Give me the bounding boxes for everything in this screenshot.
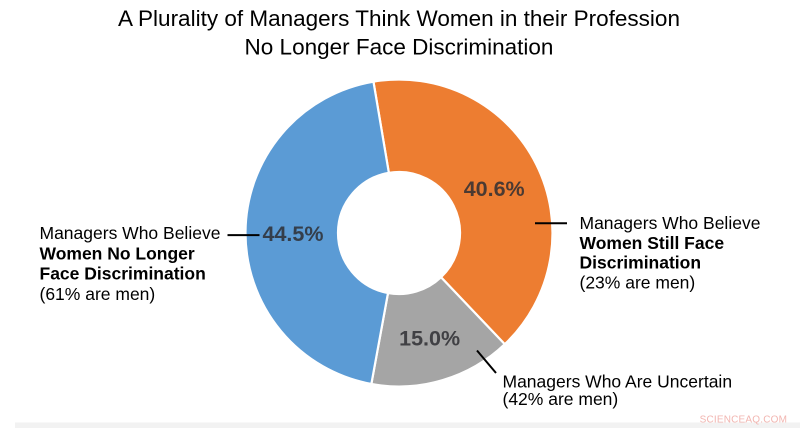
svg-text:(61% are men): (61% are men) — [40, 284, 156, 304]
svg-text:Managers Who Believe: Managers Who Believe — [580, 213, 761, 233]
svg-text:SCIENCEAQ.COM: SCIENCEAQ.COM — [700, 415, 788, 426]
svg-text:Women No Longer: Women No Longer — [40, 243, 195, 263]
svg-text:A Plurality of Managers Think: A Plurality of Managers Think Women in t… — [118, 6, 680, 31]
svg-text:Managers Who Believe: Managers Who Believe — [40, 223, 221, 243]
svg-text:Discrimination: Discrimination — [580, 253, 702, 273]
svg-text:40.6%: 40.6% — [464, 177, 525, 201]
svg-text:Face Discrimination: Face Discrimination — [40, 264, 206, 284]
svg-text:Women Still Face: Women Still Face — [580, 233, 725, 253]
svg-text:(23% are men): (23% are men) — [580, 272, 696, 292]
svg-text:Managers Who Are Uncertain: Managers Who Are Uncertain — [503, 371, 733, 391]
svg-text:No Longer Face Discrimination: No Longer Face Discrimination — [245, 35, 554, 60]
svg-text:(42% are men): (42% are men) — [503, 389, 619, 409]
svg-text:44.5%: 44.5% — [263, 222, 324, 246]
svg-text:15.0%: 15.0% — [399, 327, 460, 351]
